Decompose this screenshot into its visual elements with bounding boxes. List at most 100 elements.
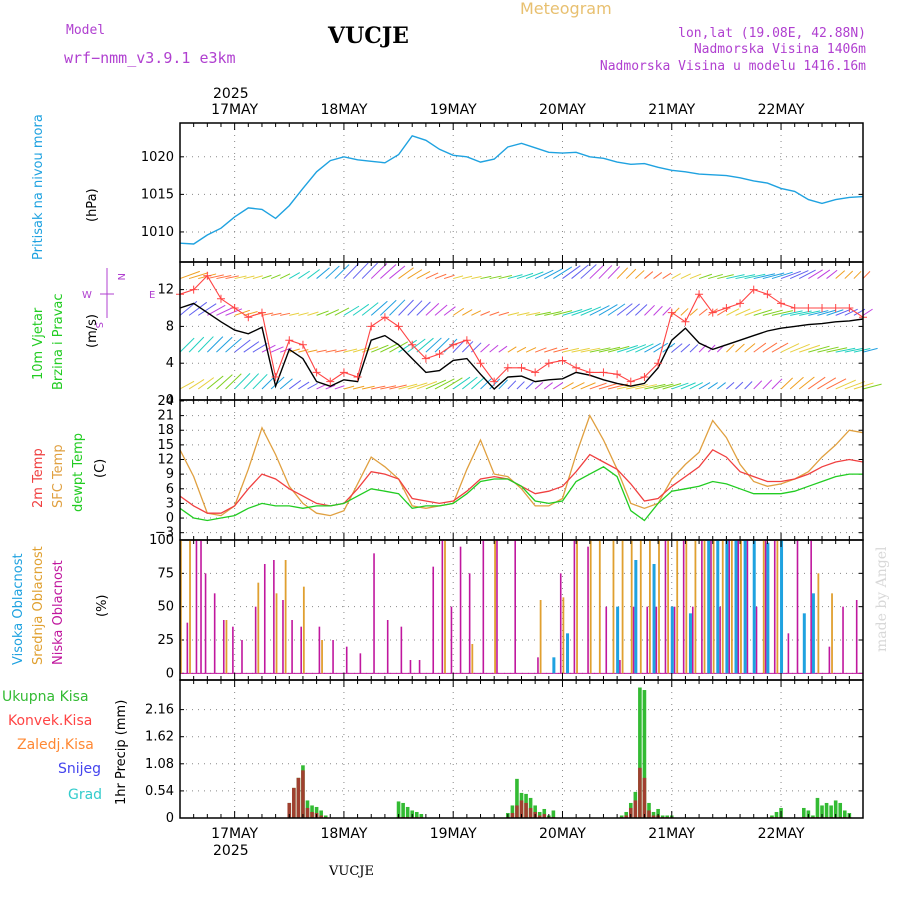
wind-gust-marker: [394, 322, 403, 331]
cloud-low-bar: [632, 606, 635, 674]
wind-arrow: [726, 308, 740, 316]
cloud-high-bar: [634, 560, 638, 674]
cloud-mid-bar: [257, 582, 260, 674]
wind-arrow: [799, 269, 816, 280]
cloud-high-bar: [716, 540, 720, 674]
wind-arrow: [452, 376, 471, 390]
cloud-ylabel-2: Srednja Oblacnost: [31, 546, 46, 665]
cloud-mid-bar: [776, 540, 779, 674]
wind-arrow: [398, 299, 414, 316]
wind-arrow: [562, 309, 583, 316]
wind-arrow: [753, 309, 773, 316]
wind-arrow: [862, 308, 873, 316]
wind-arrow: [243, 311, 258, 316]
wind-arrow: [480, 275, 492, 280]
wind-arrow: [325, 309, 340, 316]
wind-arrow: [389, 299, 406, 316]
footer-station: VUCJE: [328, 864, 374, 879]
cloud-high-bar: [616, 606, 620, 674]
wind-arrow: [516, 272, 534, 280]
wind-arrow: [553, 382, 564, 390]
wind-arrow: [334, 264, 350, 279]
cloud-high-bar: [766, 542, 770, 674]
wind-arrow: [507, 346, 517, 353]
wind-arrow: [689, 273, 702, 280]
precip-total-bar: [624, 811, 629, 818]
wind-arrow: [480, 311, 490, 316]
wind-arrow: [434, 337, 450, 353]
cloud-low-bar: [282, 600, 284, 674]
precip-ytick-label: 0: [166, 811, 174, 826]
wind-gust-marker: [312, 368, 321, 377]
wind-arrow: [817, 269, 831, 279]
wind-arrow: [562, 382, 574, 390]
cloud-mid-bar: [562, 597, 565, 674]
wind-arrow: [625, 303, 640, 316]
wind-arrow: [826, 347, 848, 353]
wind-arrow: [653, 383, 674, 390]
precip-total-bar: [824, 802, 829, 818]
precip-ytick-label: 2.16: [145, 703, 174, 718]
wind-gust-marker: [503, 363, 512, 372]
temp-ytick-label: 18: [157, 423, 174, 438]
wind-arrow: [844, 308, 858, 316]
wind-arrow: [289, 272, 301, 279]
bottom-day-label: 19MAY: [430, 826, 477, 842]
cloud-low-bar: [691, 606, 694, 674]
wind-arrow: [598, 346, 621, 353]
wind-speed-series: [179, 302, 864, 390]
wind-arrow: [762, 379, 773, 390]
wind-arrow: [225, 275, 239, 280]
wind-arrow: [361, 262, 378, 279]
cloud-mid-bar: [621, 540, 624, 674]
pressure-ytick-label: 1020: [141, 150, 174, 165]
wind-gust-marker: [831, 304, 840, 312]
wind-arrow: [589, 264, 605, 279]
pressure-ytick-label: 1010: [141, 225, 174, 240]
cloud-low-bar: [728, 540, 730, 674]
wind-arrow: [771, 378, 783, 390]
wind-arrow: [270, 312, 282, 316]
wind-gust-marker: [339, 368, 348, 377]
wind-arrow: [325, 349, 337, 353]
wind-arrow: [808, 310, 829, 316]
cloud-low-bar: [459, 546, 462, 674]
wind-arrow: [698, 382, 711, 390]
wind-arrow: [516, 381, 525, 390]
precip-conv-bar: [628, 807, 633, 818]
temp-ytick-label: 9: [166, 467, 174, 482]
wind-arrow: [789, 343, 810, 353]
top-year-label: 2025: [213, 86, 249, 102]
wind-arrow: [216, 275, 232, 280]
wind-arrow: [207, 375, 224, 390]
cloud-ytick-label: 25: [157, 633, 174, 648]
wind-arrow: [616, 267, 629, 279]
bottom-day-label: 21MAY: [648, 826, 695, 842]
wind-arrow: [580, 382, 596, 390]
precip-total-bar: [665, 815, 670, 818]
cloud-low-bar: [573, 540, 576, 674]
wind-gust-marker: [763, 290, 772, 299]
cloud-high-bar: [734, 540, 738, 674]
wind-arrow: [343, 385, 355, 390]
cloud-mid-bar: [180, 540, 182, 674]
temp-ylabel-3: dewpt Temp: [71, 433, 86, 512]
bottom-day-labels: 17MAY 18MAY 19MAY 20MAY 21MAY 22MAY: [211, 826, 805, 842]
cloud-low-bar: [828, 646, 831, 674]
wind-arrow: [197, 336, 214, 353]
wind-arrow: [407, 338, 426, 353]
wind-arrow: [343, 305, 360, 316]
precip-total-bar: [774, 811, 779, 818]
temp-ytick-label: 15: [157, 438, 174, 453]
wind-gust-marker: [230, 304, 239, 312]
wind-arrow: [507, 274, 523, 280]
wind-arrow: [735, 308, 751, 316]
wind-gust-marker: [708, 308, 717, 317]
wind-arrow: [580, 306, 602, 316]
wind-gust-marker: [654, 359, 663, 368]
wind-gust-marker: [476, 359, 485, 368]
precip-conv-bar: [642, 777, 647, 818]
cloud-high-bar: [566, 633, 570, 674]
model-name: wrf−nmm_v3.9.1 e3km: [64, 49, 236, 67]
cloud-mid-bar: [831, 593, 833, 674]
